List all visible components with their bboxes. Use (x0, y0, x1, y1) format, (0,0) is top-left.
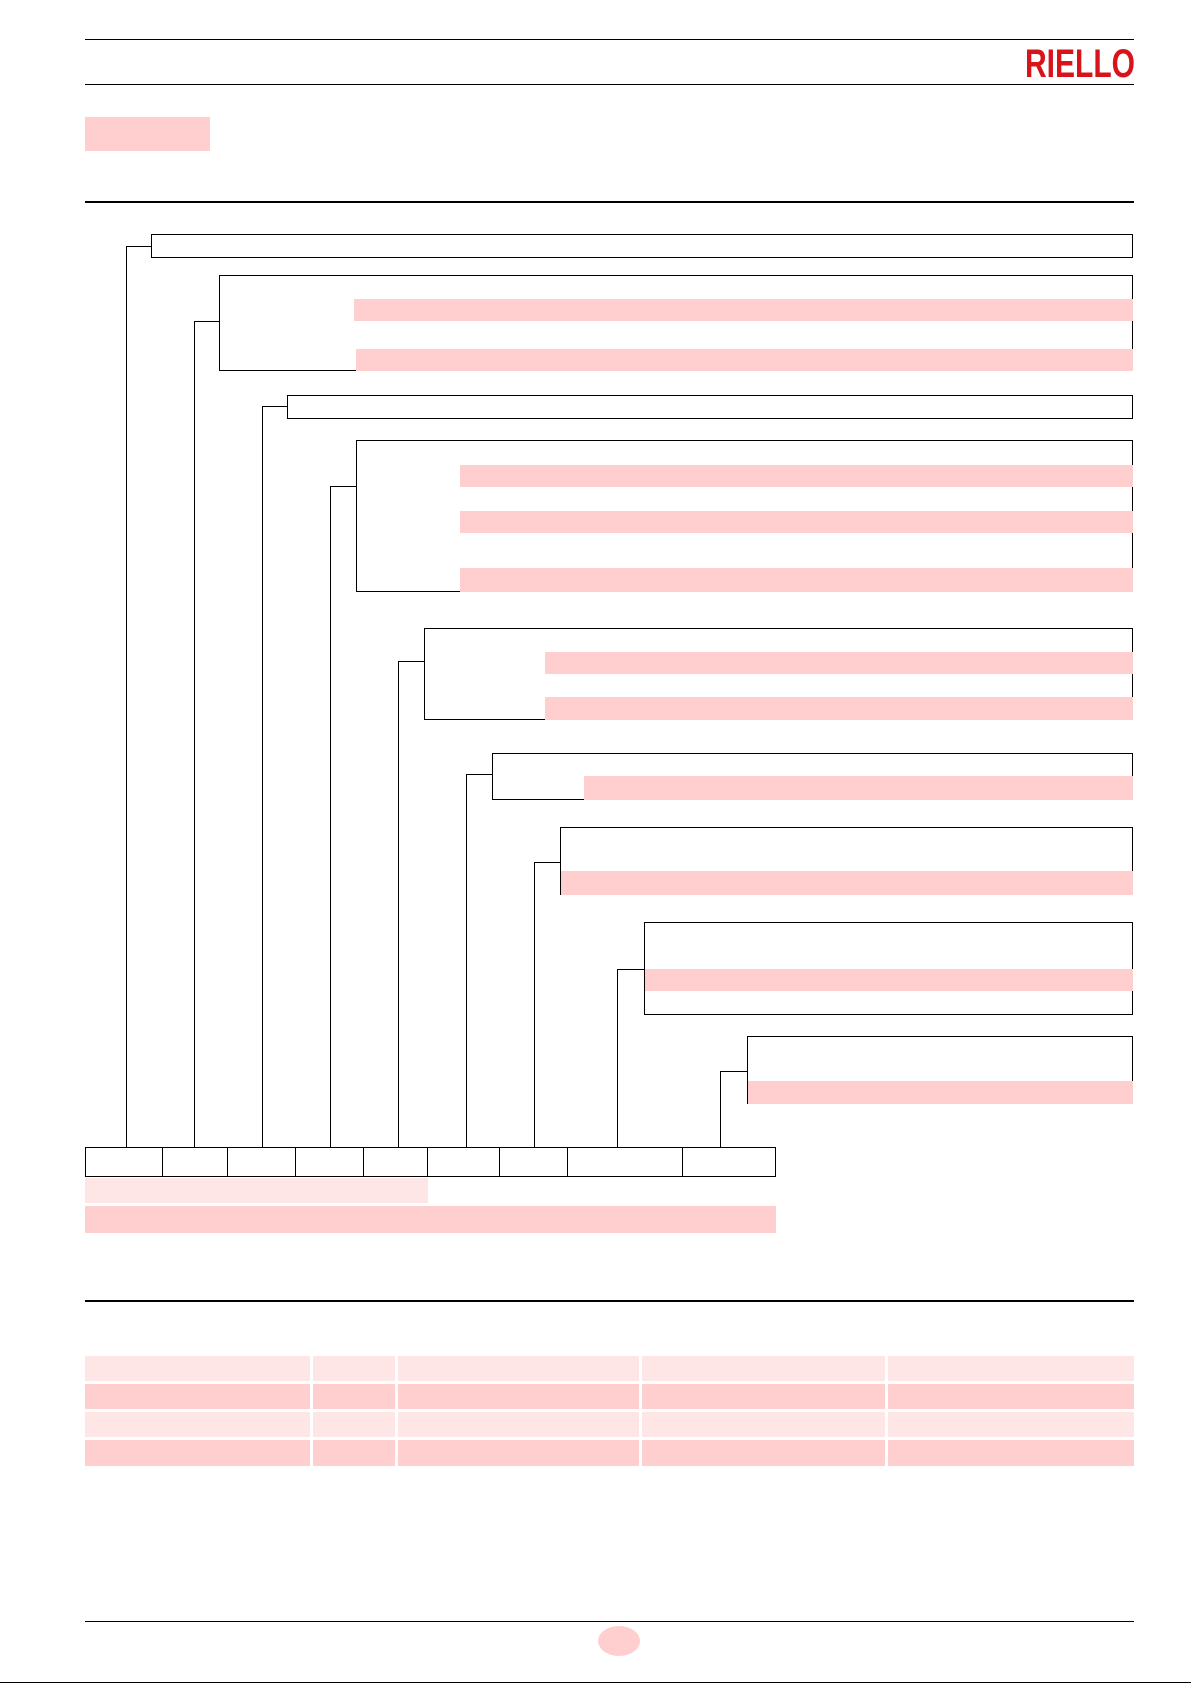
connector-7 (534, 862, 561, 1148)
designation-box-2 (219, 275, 1133, 371)
code-segment-8 (567, 1147, 683, 1177)
table-cell (642, 1412, 885, 1437)
designation-box-8-row-1 (645, 969, 1133, 991)
designation-box-1 (151, 234, 1133, 258)
section-rule (85, 201, 1134, 203)
designation-box-4-row-2 (460, 511, 1133, 533)
designation-box-4-row-3 (460, 568, 1133, 592)
table-cell (888, 1440, 1134, 1466)
designation-box-2-row-1 (354, 299, 1133, 321)
table-header-cell (313, 1356, 395, 1381)
designation-example-label (85, 1178, 428, 1203)
code-segment-6 (427, 1147, 500, 1177)
connector-1 (126, 246, 152, 1148)
section-label (85, 117, 210, 151)
table-header-cell (398, 1356, 639, 1381)
designation-connectors (126, 246, 748, 1148)
designation-box-6 (492, 753, 1133, 800)
designation-box-4-row-1 (460, 465, 1133, 487)
connector-3 (262, 406, 288, 1148)
table-cell (85, 1440, 310, 1466)
page-number-badge (598, 1626, 640, 1656)
header-bottom-rule (85, 84, 1134, 85)
designation-box-9-row-1 (748, 1081, 1133, 1104)
code-segment-5 (363, 1147, 428, 1177)
connector-8 (617, 969, 645, 1148)
header-top-rule (85, 39, 1134, 40)
code-segment-2 (162, 1147, 228, 1177)
table-cell (888, 1384, 1134, 1409)
table-cell (85, 1412, 310, 1437)
table-header-cell (642, 1356, 885, 1381)
code-segment-9 (682, 1147, 776, 1177)
table-cell (85, 1384, 310, 1409)
code-segment-1 (85, 1147, 163, 1177)
connector-6 (466, 774, 493, 1148)
table-cell (313, 1384, 395, 1409)
connector-5 (398, 661, 425, 1148)
table-cell (888, 1412, 1134, 1437)
table-cell (313, 1412, 395, 1437)
table-header-cell (85, 1356, 310, 1381)
designation-box-9 (747, 1036, 1133, 1104)
connector-9 (720, 1071, 748, 1148)
designation-box-7 (560, 827, 1133, 895)
table-cell (313, 1440, 395, 1466)
table-cell (642, 1440, 885, 1466)
table-cell (398, 1412, 639, 1437)
designation-box-5-row-2 (545, 697, 1133, 720)
designation-box-6-row-1 (584, 776, 1133, 800)
table-cell (398, 1440, 639, 1466)
designation-box-8 (644, 922, 1133, 1015)
code-segment-4 (295, 1147, 364, 1177)
designation-box-5 (424, 628, 1133, 720)
riello-logo: RIELLO (1025, 42, 1135, 86)
designation-box-4 (356, 440, 1133, 592)
table-cell (642, 1384, 885, 1409)
svg-text:RIELLO: RIELLO (1025, 44, 1135, 80)
connector-4 (330, 486, 357, 1148)
code-segment-7 (499, 1147, 568, 1177)
table-cell (398, 1384, 639, 1409)
designation-example-value (85, 1206, 776, 1233)
footer-rule (85, 1621, 1134, 1622)
designation-box-5-row-1 (545, 652, 1133, 674)
code-segment-3 (227, 1147, 296, 1177)
models-table (85, 1356, 1134, 1468)
bottom-edge-rule (0, 1682, 1191, 1683)
designation-box-7-row-1 (561, 871, 1133, 895)
designation-box-2-row-2 (356, 349, 1133, 371)
table-header-cell (888, 1356, 1134, 1381)
connector-2 (194, 321, 220, 1148)
table-section-rule (85, 1300, 1134, 1302)
designation-box-3 (287, 395, 1133, 419)
